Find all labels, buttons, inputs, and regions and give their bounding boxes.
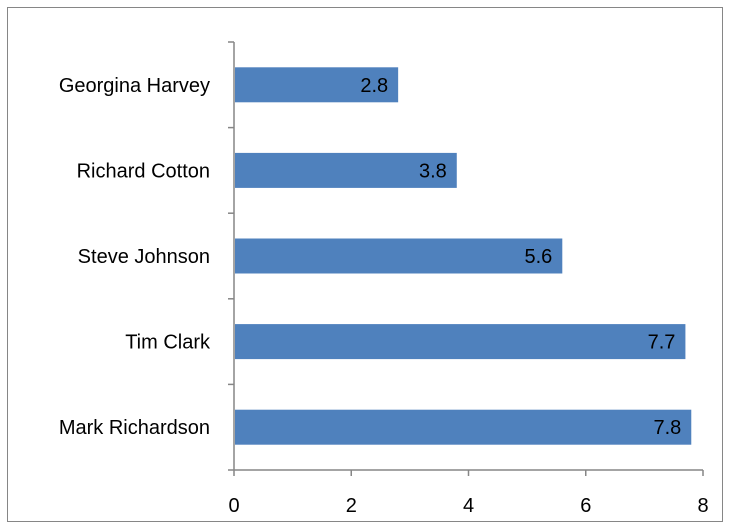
bar-value-label: 5.6 <box>524 246 552 268</box>
x-tick-label: 2 <box>346 495 357 517</box>
bar <box>235 67 399 103</box>
category-label: Georgina Harvey <box>59 75 210 97</box>
x-tick-label: 0 <box>228 495 239 517</box>
bar <box>235 238 563 274</box>
x-tick-label: 8 <box>697 495 708 517</box>
category-label: Richard Cotton <box>77 160 210 182</box>
x-tick-label: 6 <box>580 495 591 517</box>
bar-value-label: 3.8 <box>419 160 447 182</box>
category-label: Mark Richardson <box>59 417 210 439</box>
bar <box>235 409 692 445</box>
labels: 0 2 4 6 8 Georgina Harvey 2.8 Richard Cotton 3.8… <box>59 75 709 517</box>
bars <box>235 67 692 445</box>
x-tick-label: 4 <box>463 495 474 517</box>
bar-value-label: 2.8 <box>360 75 388 97</box>
bar <box>235 152 457 188</box>
axes <box>228 41 704 476</box>
category-label: Steve Johnson <box>78 246 210 268</box>
bar-value-label: 7.8 <box>653 417 681 439</box>
bar-value-label: 7.7 <box>648 332 676 354</box>
bar <box>235 324 686 360</box>
category-label: Tim Clark <box>125 332 211 354</box>
